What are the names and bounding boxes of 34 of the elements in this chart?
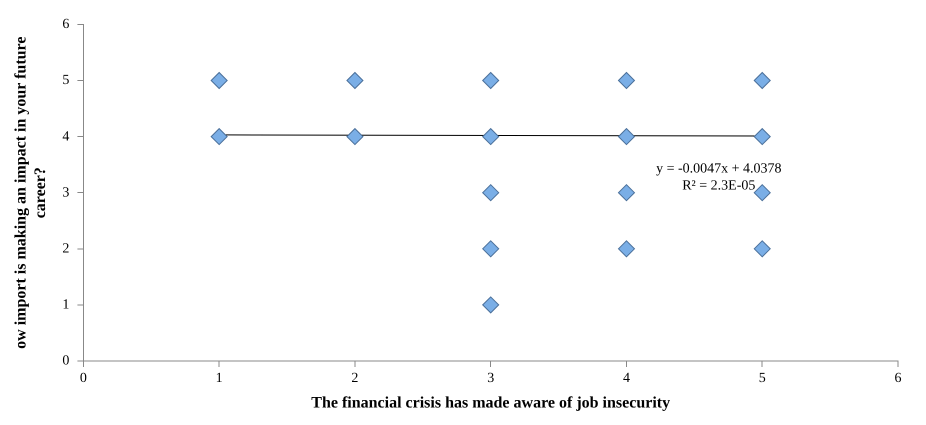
y-tick-label: 2 bbox=[62, 241, 70, 256]
y-tick-label: 4 bbox=[62, 129, 70, 144]
point bbox=[210, 72, 228, 89]
y-tick-label: 6 bbox=[62, 17, 70, 32]
point bbox=[482, 72, 500, 89]
point bbox=[754, 184, 771, 202]
point bbox=[482, 128, 500, 146]
x-tick-label: 3 bbox=[487, 371, 494, 386]
point bbox=[482, 296, 500, 314]
y-tick-label: 1 bbox=[62, 298, 70, 313]
y-tick-label: 0 bbox=[62, 354, 70, 369]
point bbox=[618, 184, 635, 202]
point bbox=[346, 128, 364, 146]
point bbox=[618, 240, 635, 258]
x-tick-label: 4 bbox=[622, 371, 630, 386]
point bbox=[210, 128, 228, 146]
x-tick-label: 2 bbox=[351, 371, 358, 386]
y-tick-label: 5 bbox=[62, 73, 70, 88]
x-tick-label: 6 bbox=[894, 371, 902, 386]
point bbox=[754, 240, 771, 258]
x-tick-label: 0 bbox=[80, 371, 87, 386]
point bbox=[754, 128, 771, 146]
x-axis-title: The financial crisis has made aware of job insecurity bbox=[311, 394, 670, 412]
point bbox=[482, 240, 500, 258]
y-axis-title: ow import is making an impact in your future career? bbox=[12, 36, 49, 349]
point bbox=[618, 128, 635, 146]
point bbox=[346, 72, 364, 89]
x-tick-label: 5 bbox=[758, 371, 766, 386]
point bbox=[754, 72, 771, 89]
point bbox=[618, 72, 635, 89]
y-tick-label: 3 bbox=[62, 185, 70, 200]
x-tick-label: 1 bbox=[216, 371, 223, 386]
annotation: y = -0.0047x + 4.0378 R² = 2.3E-05 bbox=[656, 162, 782, 194]
point bbox=[482, 184, 500, 202]
